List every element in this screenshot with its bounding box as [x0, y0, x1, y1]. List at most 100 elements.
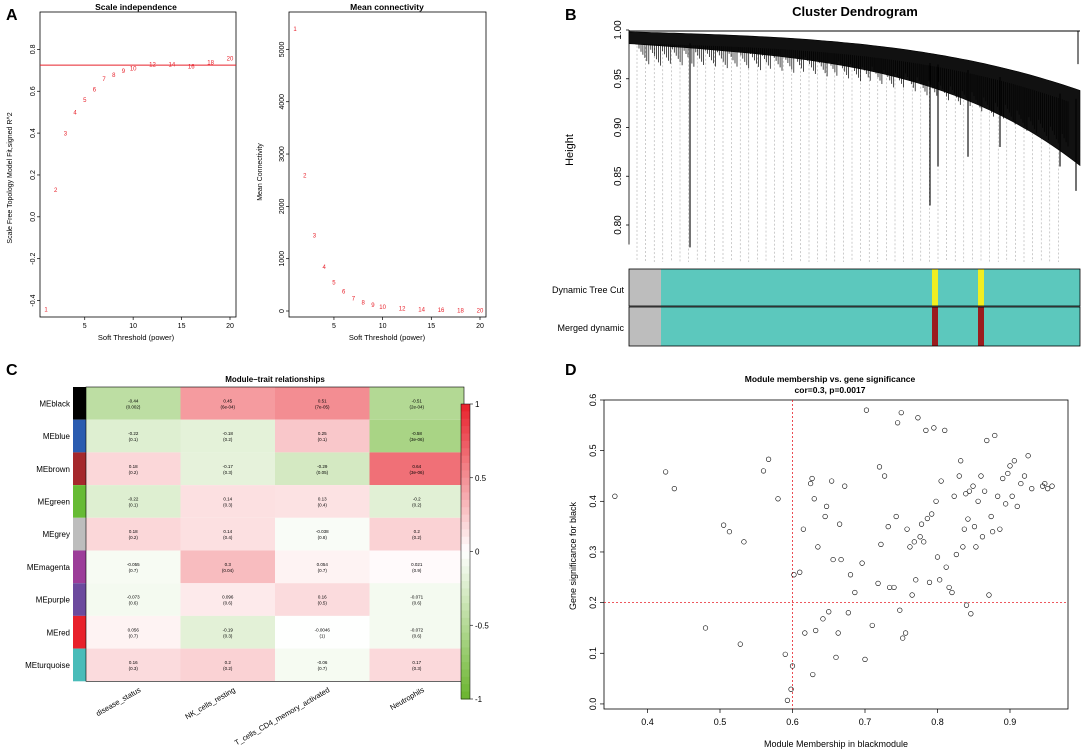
d-gene-point: [911, 539, 917, 545]
c-cell-value: 0.51: [318, 398, 327, 403]
b-merged-dynamic-segment: [984, 307, 1080, 346]
c-title: Module–trait relationships: [225, 375, 325, 384]
c-cell-pvalue: (0.04): [222, 568, 234, 573]
d-gene-point: [970, 483, 976, 489]
b-ytick-label: 0.80: [613, 215, 624, 235]
d-gene-point: [881, 473, 888, 479]
d-gene-point: [869, 622, 875, 629]
a2-title: Mean connectivity: [350, 2, 424, 12]
d-gene-point: [1007, 463, 1013, 469]
c-scale-step: [461, 507, 470, 516]
d-gene-point: [913, 577, 919, 583]
c-scale-step: [461, 588, 470, 597]
d-gene-point: [924, 515, 930, 522]
d-gene-point: [765, 456, 772, 462]
d-gene-point: [915, 415, 921, 421]
d-gene-point: [737, 641, 743, 647]
panel-label-d: D: [565, 362, 577, 379]
d-ytick-label: 0.2: [588, 596, 598, 609]
c-heatmap-cell: [369, 387, 464, 420]
d-gene-point: [760, 468, 767, 474]
c-scale-tick-label: 0: [475, 548, 480, 557]
a1-point-label: 8: [112, 73, 116, 79]
d-gene-point: [837, 521, 843, 527]
c-cell-pvalue: (2e-04): [409, 404, 424, 409]
c-scale-step: [461, 669, 470, 678]
d-xtick-label: 0.4: [641, 717, 654, 727]
a2-ytick-label: 5000: [279, 42, 286, 58]
a2-ytick-label: 0: [279, 309, 286, 313]
c-heatmap-cell: [369, 452, 464, 486]
c-cell-pvalue: (1): [320, 633, 326, 638]
d-gene-point: [726, 529, 733, 535]
d-gene-point: [797, 569, 803, 575]
b-merged-dynamic-segment: [661, 307, 932, 346]
c-module-color-green: [73, 485, 86, 518]
c-module-color-brown: [73, 452, 86, 486]
d-frame: [603, 399, 1069, 710]
d-gene-point: [612, 493, 618, 499]
c-cell-pvalue: (0.6): [223, 601, 233, 606]
d-gene-point: [902, 630, 909, 636]
c-scale-step: [461, 617, 470, 626]
c-scale-step: [461, 418, 470, 427]
c-scale-step: [461, 647, 470, 656]
d-gene-point: [822, 513, 828, 520]
c-cell-pvalue: (0.8): [318, 535, 328, 540]
panel-label-b: B: [565, 7, 577, 24]
c-scale-step: [461, 411, 470, 420]
a1-ytick-label: 0.4: [30, 128, 37, 138]
c-scale-step: [461, 676, 470, 685]
d-gene-point: [931, 425, 937, 431]
a2-point-label: 2: [303, 173, 307, 179]
c-cell-value: -0.19: [223, 627, 234, 632]
c-cell-value: 0.18: [129, 529, 138, 534]
d-gene-point: [1021, 473, 1028, 479]
a2-point-label: 16: [438, 308, 445, 314]
c-cell-value: -0.17: [223, 464, 234, 469]
d-gene-point: [663, 469, 669, 475]
d-gene-point: [929, 511, 935, 517]
c-module-color-purple: [73, 583, 86, 616]
c-module-color-turquoise: [73, 648, 86, 682]
d-gene-point: [979, 534, 986, 540]
c-heatmap-cell: [275, 452, 370, 486]
c-cell-value: 0.2: [225, 660, 232, 665]
d-gene-point: [788, 686, 794, 692]
d-gene-point: [813, 627, 819, 634]
d-gene-point: [982, 488, 988, 494]
a2-point-label: 5: [332, 281, 336, 287]
c-row-label: MEbrown: [36, 465, 70, 474]
d-gene-point: [820, 616, 826, 622]
d-gene-point: [900, 635, 906, 641]
d-gene-point: [887, 584, 893, 591]
c-module-color-blue: [73, 419, 86, 453]
c-cell-value: -0.51: [412, 398, 423, 403]
c-cell-value: 0.14: [223, 529, 232, 534]
d-ytick-label: 0.6: [588, 394, 598, 407]
c-cell-pvalue: (0.3): [223, 633, 233, 638]
a1-point-label: 4: [73, 111, 77, 117]
c-scale-step: [461, 558, 470, 567]
c-scale-step: [461, 603, 470, 611]
d-gene-point: [966, 488, 973, 494]
d-gene-point: [968, 611, 974, 617]
d-gene-point: [800, 526, 806, 532]
c-cell-pvalue: (0.4): [318, 502, 328, 507]
d-gene-point: [921, 539, 927, 545]
c-scale-step: [461, 514, 470, 523]
d-gene-point: [782, 651, 788, 657]
d-gene-point: [992, 432, 998, 439]
a2-point-label: 12: [399, 306, 406, 312]
d-gene-point: [988, 513, 994, 520]
c-heatmap-cell: [369, 485, 464, 518]
b-dynamic-tree-cut-segment: [978, 269, 984, 306]
d-ytick-label: 0.0: [588, 698, 598, 711]
d-gene-point: [878, 541, 884, 547]
b-merged-dynamic-segment: [932, 307, 938, 346]
d-gene-point: [909, 592, 915, 598]
a1-ytick-label: -0.4: [30, 294, 37, 306]
c-scale-step: [461, 470, 470, 479]
c-scale-step: [461, 529, 470, 538]
a2-ytick-label: 2000: [279, 198, 286, 214]
